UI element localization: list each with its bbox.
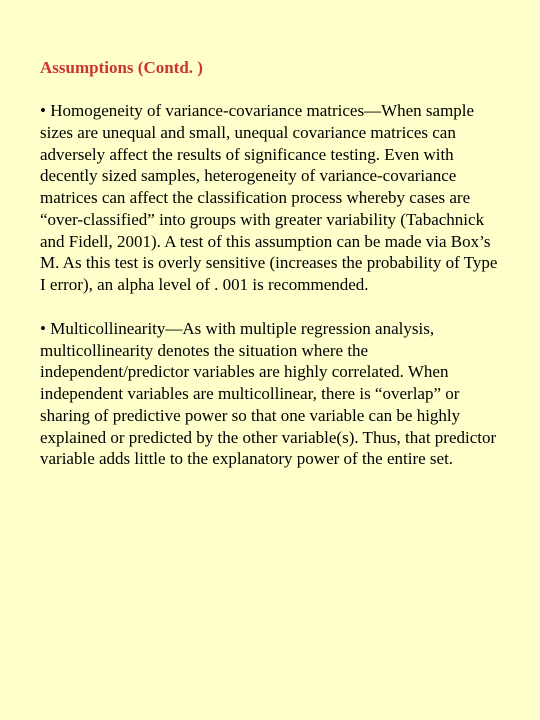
paragraph-multicollinearity: • Multicollinearity—As with multiple reg… — [40, 318, 500, 470]
section-heading: Assumptions (Contd. ) — [40, 58, 500, 78]
paragraph-homogeneity: • Homogeneity of variance-covariance mat… — [40, 100, 500, 296]
